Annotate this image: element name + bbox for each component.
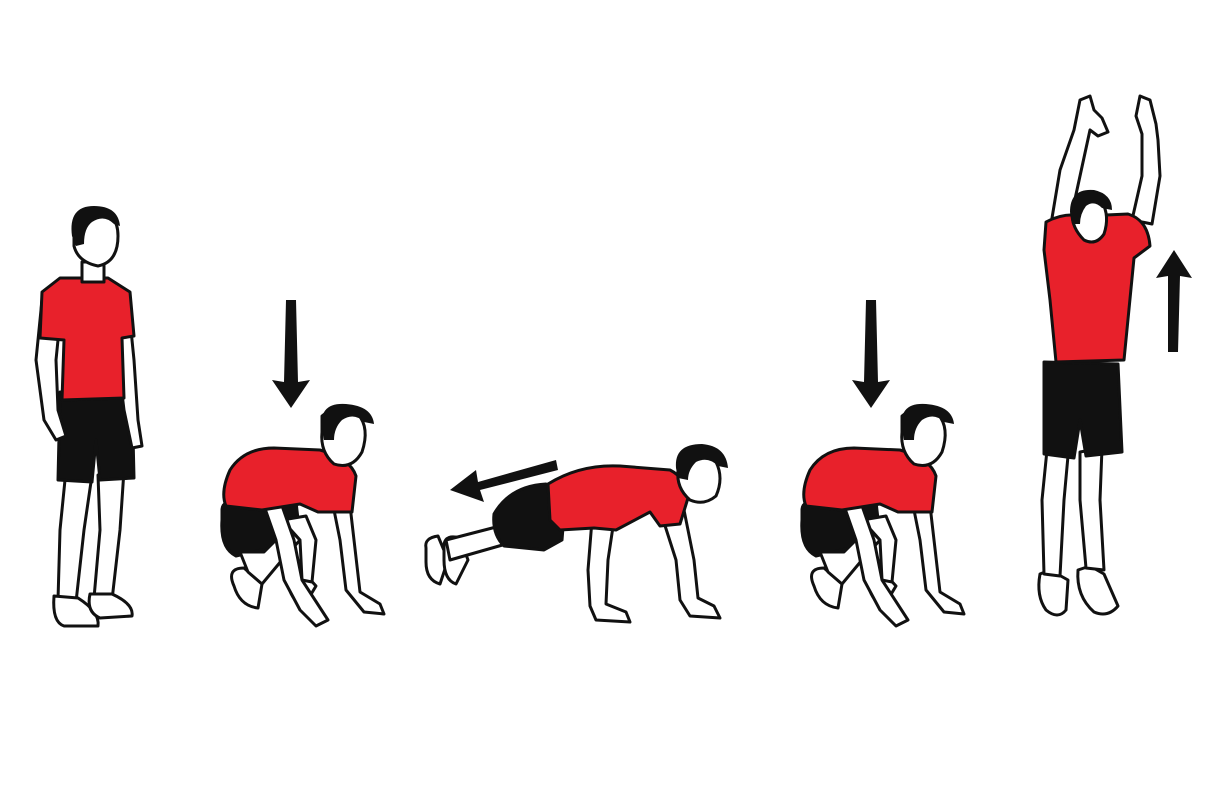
arrow-down-icon <box>852 300 890 408</box>
figure-jump <box>1037 94 1162 617</box>
arrow-up-icon <box>1156 250 1192 352</box>
figure-plank <box>424 444 728 624</box>
arrow-down-icon <box>272 300 310 408</box>
figure-squat <box>800 403 966 628</box>
arrow-left-icon <box>450 460 558 502</box>
figure-squat <box>220 403 386 628</box>
figure-standing <box>34 206 144 628</box>
